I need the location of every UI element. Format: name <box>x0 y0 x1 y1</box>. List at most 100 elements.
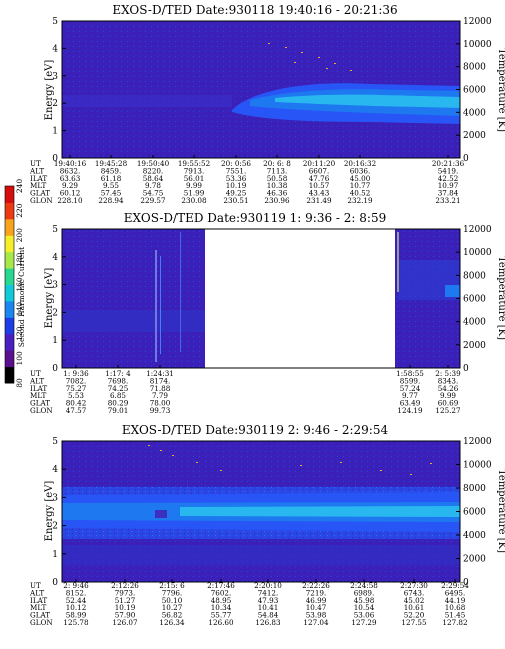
orbit-cell: 10.19 <box>115 603 136 612</box>
orbit-cell: 7.79 <box>152 391 168 400</box>
y2-tick-label: 0 <box>463 364 469 374</box>
orbit-cell: 10.57 <box>309 181 330 190</box>
orbit-cell: 44.19 <box>445 596 466 605</box>
orbit-cell: 2:12:26 <box>111 581 139 590</box>
y-tick-label: 5 <box>52 225 58 235</box>
orbit-cell: 54.84 <box>258 611 279 620</box>
orbit-cell: 63.49 <box>400 399 421 408</box>
orbit-cell: 10.41 <box>258 603 279 612</box>
orbit-cell: 20: 0:56 <box>221 159 251 168</box>
orbit-cell: 20:16:32 <box>344 159 376 168</box>
y2-tick-label: 8000 <box>463 63 486 73</box>
orbit-cell: 2:17:46 <box>207 581 235 590</box>
orbit-cell: 127.82 <box>442 618 467 627</box>
orbit-cell: 74.25 <box>108 384 129 393</box>
colorbar-tick-label: 100 <box>15 351 24 366</box>
orbit-cell: 47.76 <box>309 174 330 183</box>
colorbar-segment <box>5 186 14 203</box>
orbit-cell: 8459. <box>101 166 122 175</box>
orbit-cell: 60.69 <box>438 399 459 408</box>
orbit-cell: 57.90 <box>115 611 136 620</box>
y2-tick-label: 2000 <box>463 341 486 351</box>
orbit-cell: 51.99 <box>184 189 205 198</box>
orbit-cell: 48.95 <box>211 596 232 605</box>
y-tick-label: 0 <box>52 154 58 164</box>
orbit-cell: 7113. <box>267 166 288 175</box>
y-tick-label: 3 <box>52 72 58 82</box>
y2-tick-label: 6000 <box>463 508 486 518</box>
orbit-cell: 53.98 <box>306 611 327 620</box>
orbit-cell: 8632. <box>60 166 81 175</box>
orbit-cell: 2:29:54 <box>441 581 469 590</box>
orbit-cell: 6.85 <box>110 391 126 400</box>
orbit-cell: 52.44 <box>66 596 87 605</box>
y-tick-label: 4 <box>52 465 58 475</box>
orbit-cell: 37.84 <box>438 189 459 198</box>
orbit-row-label: GLON <box>30 618 53 627</box>
colorbar-segment <box>5 300 14 318</box>
orbit-cell: 9.78 <box>145 181 161 190</box>
orbit-cell: 56.01 <box>184 174 205 183</box>
orbit-cell: 10.27 <box>162 603 183 612</box>
orbit-row-label: GLAT <box>30 611 50 620</box>
orbit-row-label: UT <box>30 581 41 590</box>
orbit-cell: 8220. <box>143 166 164 175</box>
orbit-cell: 45.98 <box>354 596 375 605</box>
orbit-cell: 10.68 <box>445 603 466 612</box>
y-tick-label: 2 <box>52 99 58 109</box>
orbit-cell: 10.97 <box>438 181 459 190</box>
orbit-cell: 127.04 <box>303 618 329 627</box>
colorbar-segment <box>5 268 14 285</box>
orbit-cell: 228.94 <box>98 196 124 205</box>
panel-title: EXOS-D/TED Date:930119 2: 9:46 - 2:29:54 <box>122 423 389 437</box>
orbit-cell: 7973. <box>115 588 136 597</box>
energy-band-peak <box>180 506 460 517</box>
y2-tick-label: 8000 <box>463 271 486 281</box>
orbit-cell: 7602. <box>211 588 232 597</box>
orbit-cell: 2: 5:39 <box>435 369 461 378</box>
y-tick-label: 2 <box>52 308 58 318</box>
y2-tick-label: 4000 <box>463 531 486 541</box>
orbit-cell: 60.12 <box>60 189 81 198</box>
orbit-cell: 7219. <box>306 588 327 597</box>
y2-tick-label: 10000 <box>463 461 492 471</box>
orbit-cell: 125.27 <box>435 406 461 415</box>
y-tick-label: 0 <box>52 364 58 374</box>
orbit-cell: 9.99 <box>186 181 202 190</box>
orbit-cell: 55.77 <box>211 611 232 620</box>
orbit-cell: 10.47 <box>306 603 327 612</box>
orbit-cell: 10.77 <box>350 181 371 190</box>
colorbar-tick-label: 240 <box>15 179 24 194</box>
y-axis-label: Energy [eV] <box>44 268 55 329</box>
orbit-cell: 54.26 <box>438 384 459 393</box>
orbit-cell: 9.55 <box>103 181 119 190</box>
orbit-cell: 8343. <box>438 376 459 385</box>
y2-tick-label: 4000 <box>463 318 486 328</box>
orbit-cell: 53.36 <box>226 174 247 183</box>
orbit-cell: 99.73 <box>150 406 171 415</box>
orbit-row-label: ILAT <box>30 596 47 605</box>
y-tick-label: 3 <box>52 493 58 503</box>
y-tick-label: 2 <box>52 522 58 532</box>
colorbar-tick-label: 160 <box>15 277 24 292</box>
orbit-cell: 19:45:28 <box>95 159 128 168</box>
orbit-cell: 80.29 <box>108 399 129 408</box>
orbit-cell: 51.27 <box>115 596 136 605</box>
orbit-cell: 47.57 <box>66 406 87 415</box>
orbit-cell: 50.10 <box>162 596 183 605</box>
orbit-cell: 56.82 <box>162 611 183 620</box>
colorbar-tick-label: 220 <box>15 203 24 218</box>
orbit-row-label: ALT <box>29 166 44 175</box>
orbit-cell: 45.02 <box>404 596 425 605</box>
orbit-cell: 10.34 <box>211 603 232 612</box>
orbit-cell: 7796. <box>162 588 183 597</box>
orbit-cell: 228.10 <box>57 196 83 205</box>
orbit-cell: 58.99 <box>66 611 87 620</box>
orbit-cell: 124.19 <box>397 406 423 415</box>
orbit-cell: 233.21 <box>435 196 460 205</box>
orbit-cell: 5.53 <box>68 391 84 400</box>
heatmap-image <box>62 21 460 158</box>
orbit-row-label: MLT <box>30 181 47 190</box>
orbit-cell: 75.27 <box>66 384 87 393</box>
